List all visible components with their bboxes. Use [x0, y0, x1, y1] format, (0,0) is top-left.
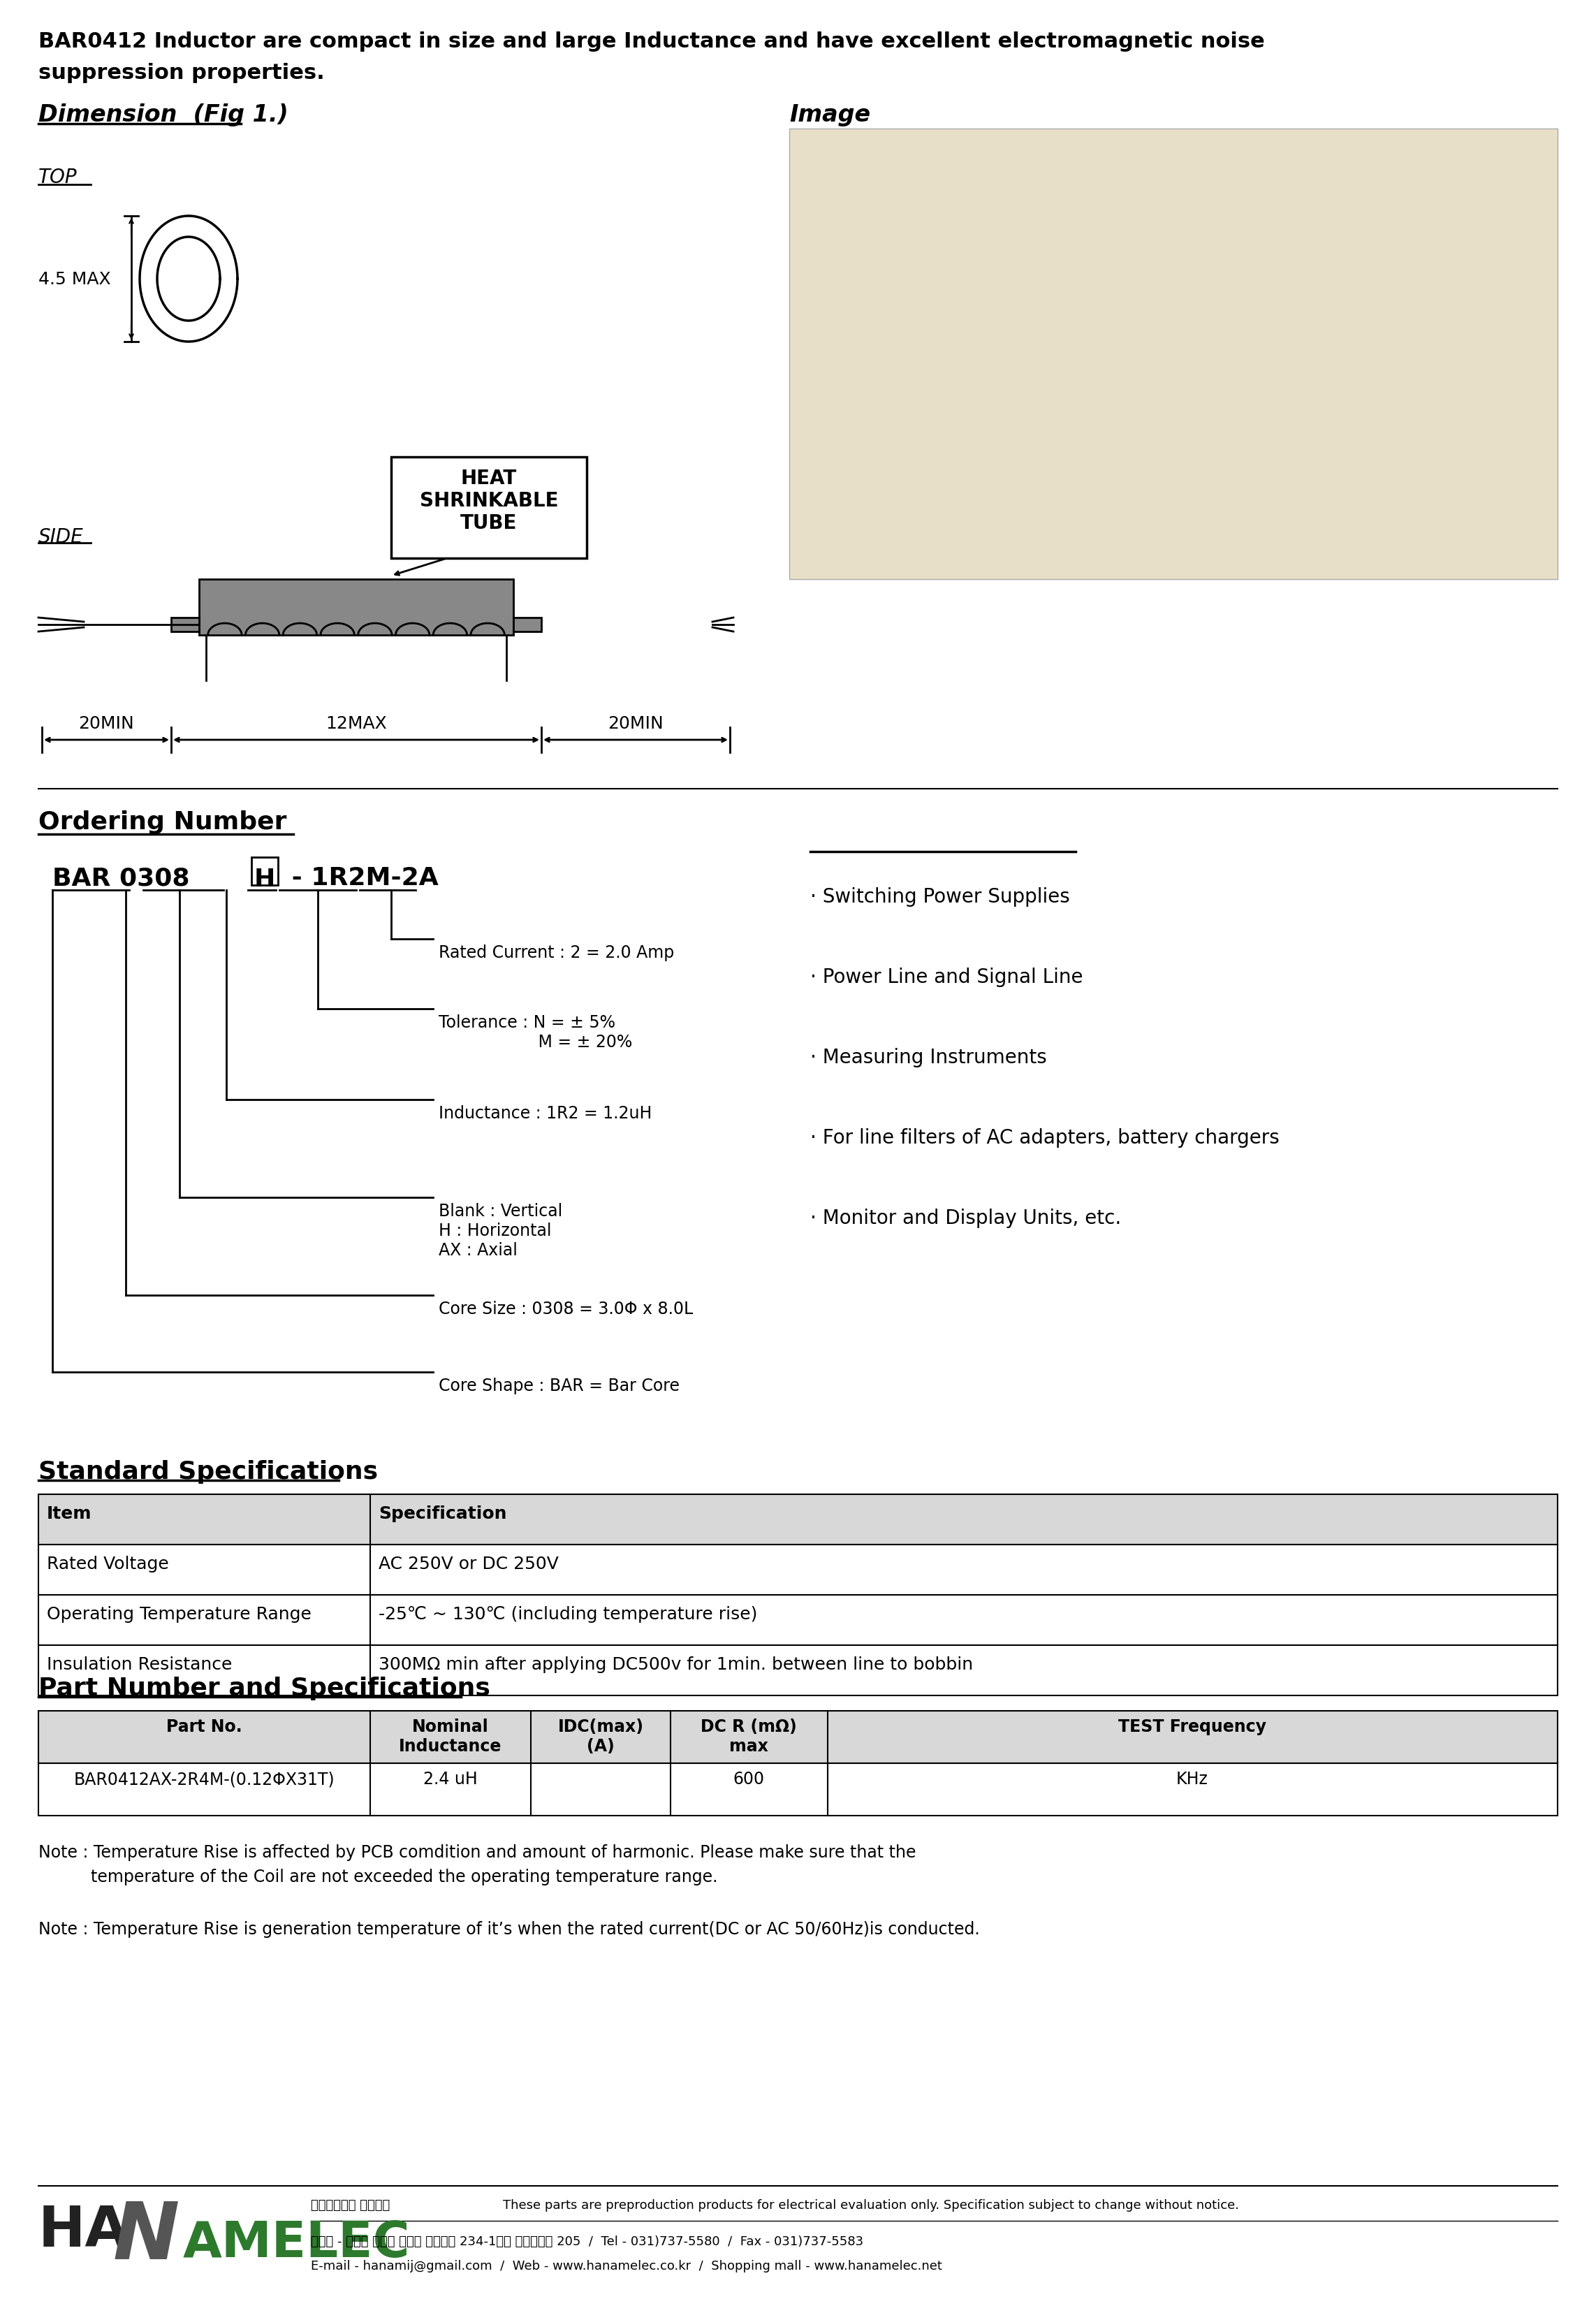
Text: Inductance : 1R2 = 1.2uH: Inductance : 1R2 = 1.2uH [439, 1106, 651, 1122]
Text: Note : Temperature Rise is generation temperature of it’s when the rated current: Note : Temperature Rise is generation te… [38, 1920, 980, 1938]
Text: 4.5 MAX: 4.5 MAX [38, 271, 110, 287]
Text: HEAT
SHRINKABLE
TUBE: HEAT SHRINKABLE TUBE [420, 467, 559, 532]
Text: DC R (mΩ)
max: DC R (mΩ) max [701, 1719, 796, 1753]
Text: Part No.: Part No. [166, 1719, 243, 1735]
Text: Standard Specifications: Standard Specifications [38, 1460, 378, 1483]
Text: Tolerance : N = ± 5%
                   M = ± 20%: Tolerance : N = ± 5% M = ± 20% [439, 1013, 632, 1050]
Text: suppression properties.: suppression properties. [38, 62, 324, 83]
Text: Image: Image [790, 104, 870, 127]
Text: AMELEC: AMELEC [184, 2218, 410, 2267]
Bar [391, 458, 587, 560]
Text: N: N [113, 2197, 180, 2276]
Text: Rated Voltage: Rated Voltage [46, 1554, 169, 1573]
Bar [514, 618, 541, 631]
Text: TOP: TOP [38, 167, 77, 187]
Text: Blank : Vertical
H : Horizontal
AX : Axial: Blank : Vertical H : Horizontal AX : Axi… [439, 1203, 562, 1258]
Text: temperature of the Coil are not exceeded the operating temperature range.: temperature of the Coil are not exceeded… [38, 1869, 718, 1885]
Text: · For line filters of AC adapters, battery chargers: · For line filters of AC adapters, batte… [811, 1129, 1280, 1147]
Bar [38, 1494, 1558, 1545]
Text: Core Size : 0308 = 3.0Φ x 8.0L: Core Size : 0308 = 3.0Φ x 8.0L [439, 1300, 693, 1316]
Text: Insulation Resistance: Insulation Resistance [46, 1656, 231, 1672]
Bar [38, 1545, 1558, 1596]
Text: TEST Frequency: TEST Frequency [1119, 1719, 1266, 1735]
Bar [38, 1596, 1558, 1645]
Text: BAR 0308: BAR 0308 [53, 865, 198, 891]
Text: Dimension  (Fig 1.): Dimension (Fig 1.) [38, 104, 289, 127]
Text: KHz: KHz [1176, 1769, 1208, 1788]
Bar [38, 1712, 1558, 1763]
Text: · Power Line and Signal Line: · Power Line and Signal Line [811, 967, 1084, 988]
Text: Core Shape : BAR = Bar Core: Core Shape : BAR = Bar Core [439, 1376, 680, 1395]
Text: BAR0412 Inductor are compact in size and large Inductance and have excellent ele: BAR0412 Inductor are compact in size and… [38, 32, 1264, 51]
Text: Rated Current : 2 = 2.0 Amp: Rated Current : 2 = 2.0 Amp [439, 944, 674, 960]
Bar [38, 1763, 1558, 1816]
Text: 2.4 uH: 2.4 uH [423, 1769, 477, 1788]
Bar [171, 618, 200, 631]
Text: Ordering Number: Ordering Number [38, 810, 287, 835]
Text: Part Number and Specifications: Part Number and Specifications [38, 1677, 490, 1700]
Text: · Measuring Instruments: · Measuring Instruments [811, 1048, 1047, 1066]
Bar [252, 858, 278, 886]
Text: Item: Item [46, 1506, 93, 1522]
Text: Nominal
Inductance: Nominal Inductance [399, 1719, 503, 1753]
Text: Operating Temperature Range: Operating Temperature Range [46, 1605, 311, 1621]
Text: · Monitor and Display Units, etc.: · Monitor and Display Units, etc. [811, 1207, 1122, 1228]
Text: 20MIN: 20MIN [608, 715, 664, 731]
Text: 300MΩ min after applying DC500v for 1min. between line to bobbin: 300MΩ min after applying DC500v for 1min… [378, 1656, 974, 1672]
Text: BAR0412AX-2R4M-(0.12ΦX31T): BAR0412AX-2R4M-(0.12ΦX31T) [73, 1769, 335, 1788]
Text: H: H [254, 867, 276, 891]
Text: 12MAX: 12MAX [326, 715, 386, 731]
Text: These parts are preproduction products for electrical evaluation only. Specifica: These parts are preproduction products f… [503, 2197, 1238, 2211]
Text: Note : Temperature Rise is affected by PCB comdition and amount of harmonic. Ple: Note : Temperature Rise is affected by P… [38, 1843, 916, 1860]
Text: 주소지 - 경기도 성남시 중원구 상대원동 234-1번지 포스테크노 205  /  Tel - 031)737-5580  /  Fax - 031)73: 주소지 - 경기도 성남시 중원구 상대원동 234-1번지 포스테크노 205… [311, 2234, 863, 2248]
Text: Specification: Specification [378, 1506, 508, 1522]
Text: -25℃ ~ 130℃ (including temperature rise): -25℃ ~ 130℃ (including temperature rise) [378, 1605, 758, 1621]
Text: 전자부품전문 한남전자: 전자부품전문 한남전자 [311, 2197, 389, 2211]
Text: AC 250V or DC 250V: AC 250V or DC 250V [378, 1554, 559, 1573]
Text: HA: HA [38, 2204, 129, 2257]
Text: IDC(max)
(A): IDC(max) (A) [557, 1719, 643, 1753]
Text: - 1R2M-2A: - 1R2M-2A [282, 865, 439, 891]
Text: SIDE: SIDE [38, 527, 83, 546]
Text: E-mail - hanamij@gmail.com  /  Web - www.hanamelec.co.kr  /  Shopping mall - www: E-mail - hanamij@gmail.com / Web - www.h… [311, 2260, 942, 2271]
Text: 600: 600 [733, 1769, 764, 1788]
Text: 20MIN: 20MIN [78, 715, 134, 731]
Bar [790, 130, 1558, 581]
Bar [38, 1645, 1558, 1695]
Bar [200, 581, 514, 636]
Text: · Switching Power Supplies: · Switching Power Supplies [811, 886, 1069, 907]
